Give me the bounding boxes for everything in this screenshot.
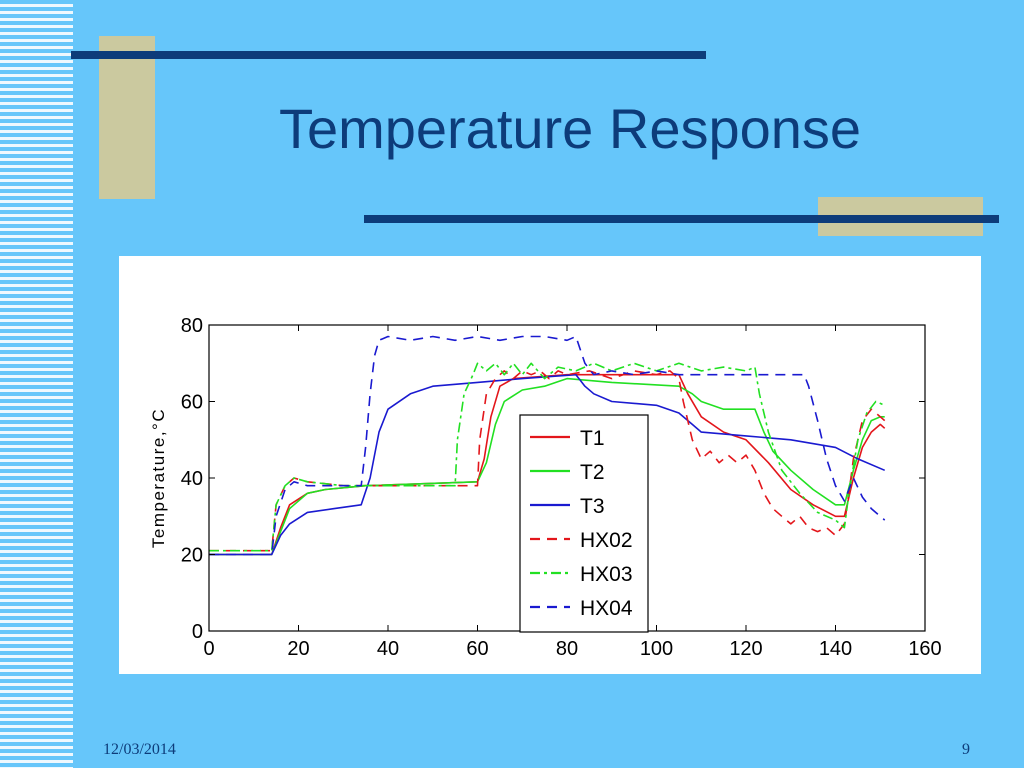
series-line-t3 xyxy=(209,373,886,556)
x-tick-label-1: 20 xyxy=(287,638,309,660)
x-tick-label-7: 140 xyxy=(819,638,852,660)
y-tick-label-0: 0 xyxy=(192,621,203,643)
legend-label-hx02: HX02 xyxy=(580,529,633,552)
series-line-hx03 xyxy=(209,362,886,552)
legend-label-hx04: HX04 xyxy=(580,597,633,620)
x-tick-label-6: 120 xyxy=(729,638,762,660)
x-tick-label-5: 100 xyxy=(640,638,673,660)
x-tick-label-4: 80 xyxy=(556,638,578,660)
accent-bar-top xyxy=(71,51,706,59)
accent-bar-middle xyxy=(364,215,999,223)
temperature-chart: 0 20 40 60 80 100 120 140 160 0 20 40 60 80 Temperatu… xyxy=(149,315,942,660)
y-axis-label: Temperature,°C xyxy=(149,408,168,548)
decorative-block-left xyxy=(99,36,155,199)
x-tick-label-2: 40 xyxy=(377,638,399,660)
slide-page-number: 9 xyxy=(962,741,970,758)
legend-label-t2: T2 xyxy=(580,461,605,484)
series-layer xyxy=(209,335,886,556)
x-tick-label-8: 160 xyxy=(908,638,941,660)
y-tick-label-3: 60 xyxy=(181,392,203,414)
slide-date: 12/03/2014 xyxy=(103,741,176,758)
legend-label-t1: T1 xyxy=(580,427,605,450)
series-line-hx02 xyxy=(209,370,886,552)
legend-label-t3: T3 xyxy=(580,495,605,518)
y-tick-label-4: 80 xyxy=(181,315,203,337)
x-tick-label-0: 0 xyxy=(203,638,214,660)
y-tick-label-2: 40 xyxy=(181,468,203,490)
legend-label-hx03: HX03 xyxy=(580,563,633,586)
slide-title: Temperature Response xyxy=(278,97,862,160)
legend-box xyxy=(519,414,649,633)
striped-sidebar-decoration xyxy=(0,0,73,768)
series-line-t2 xyxy=(209,377,885,556)
chart-legend: T1 T2 T3 HX02 HX03 HX04 xyxy=(519,414,649,633)
series-line-hx04 xyxy=(209,335,886,556)
y-tick-label-1: 20 xyxy=(181,545,203,567)
x-tick-label-3: 60 xyxy=(466,638,488,660)
chart-panel: 0 20 40 60 80 100 120 140 160 0 20 40 60 80 Temperatu… xyxy=(119,256,981,674)
